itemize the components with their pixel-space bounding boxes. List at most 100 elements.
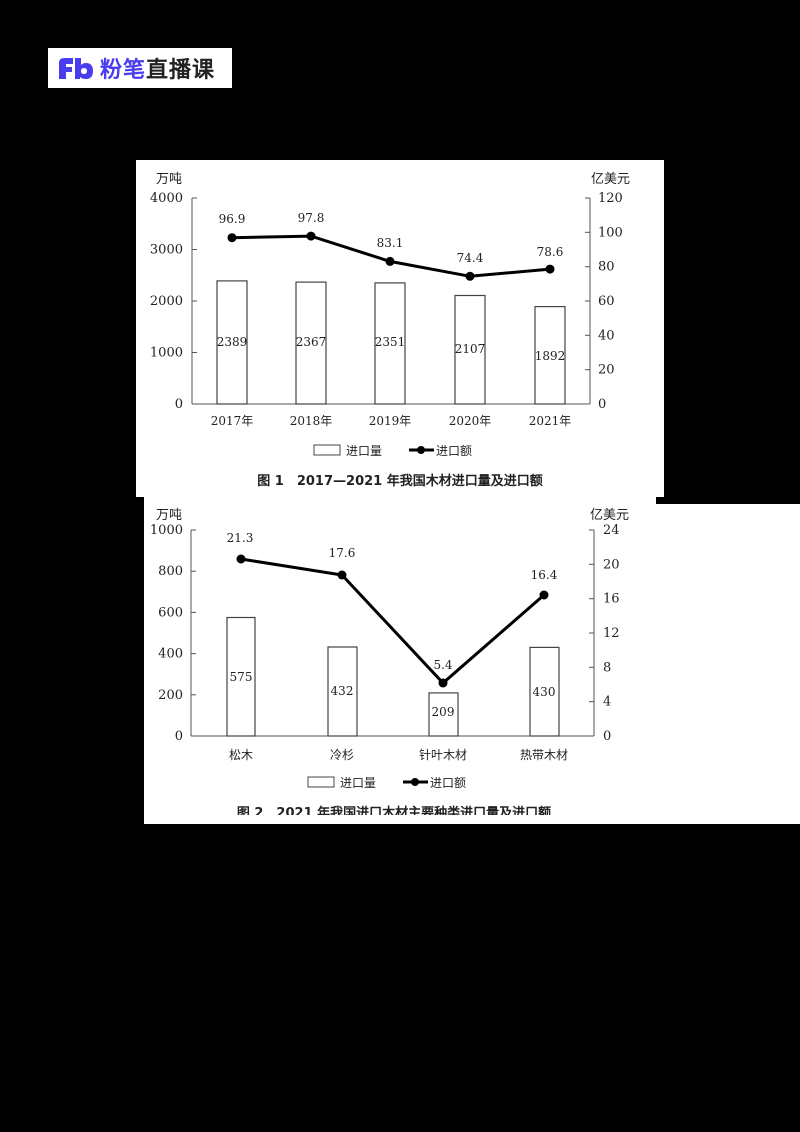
chart-2: 万吨 亿美元 0 200 400 600 800 1000 0 4 8 12 — [150, 508, 629, 815]
bar-tropical — [529, 646, 560, 737]
bar-2020 — [454, 294, 486, 405]
right-unit: 亿美元 — [590, 508, 629, 523]
svg-text:575: 575 — [230, 670, 253, 684]
chart-1-panel: 万吨 亿美元 0 1000 2000 3000 4000 0 20 40 60 … — [136, 160, 664, 497]
svg-text:2389: 2389 — [217, 335, 248, 349]
left-ticks: 0 200 400 600 800 1000 — [150, 523, 183, 744]
svg-text:16: 16 — [603, 592, 620, 607]
logo-brand: 粉笔 — [100, 58, 147, 83]
chart-1: 万吨 亿美元 0 1000 2000 3000 4000 0 20 40 60 … — [150, 172, 630, 489]
svg-text:600: 600 — [158, 605, 183, 620]
bar-labels: 575 432 209 430 — [230, 670, 556, 719]
bar-2019 — [374, 282, 406, 405]
svg-text:2020年: 2020年 — [449, 414, 492, 428]
svg-text:2367: 2367 — [296, 335, 327, 349]
svg-text:24: 24 — [603, 523, 620, 538]
svg-text:40: 40 — [598, 328, 615, 343]
svg-text:0: 0 — [175, 729, 183, 744]
svg-text:120: 120 — [598, 191, 623, 206]
svg-text:5.4: 5.4 — [433, 658, 452, 672]
svg-text:78.6: 78.6 — [537, 245, 564, 259]
line-labels: 96.9 97.8 83.1 74.4 78.6 — [219, 211, 564, 265]
svg-text:96.9: 96.9 — [219, 212, 246, 226]
chart-2-caption: 图 2 2021 年我国进口木材主要种类进口量及进口额 — [237, 805, 551, 815]
svg-text:60: 60 — [598, 294, 615, 309]
axes — [190, 529, 595, 737]
x-categories: 2017年 2018年 2019年 2020年 2021年 — [211, 414, 572, 428]
svg-text:热带木材: 热带木材 — [520, 748, 568, 762]
svg-text:0: 0 — [598, 397, 606, 412]
right-ticks: 0 20 40 60 80 100 120 — [598, 191, 623, 412]
bar-2021 — [534, 306, 566, 405]
svg-text:2019年: 2019年 — [369, 414, 412, 428]
svg-text:17.6: 17.6 — [329, 546, 356, 560]
import-value-line — [240, 557, 545, 686]
bars — [216, 280, 566, 405]
svg-text:430: 430 — [533, 685, 556, 699]
svg-text:进口额: 进口额 — [436, 444, 472, 458]
svg-text:0: 0 — [175, 397, 183, 412]
svg-text:针叶木材: 针叶木材 — [419, 747, 467, 762]
left-unit: 万吨 — [156, 508, 182, 523]
chart-1-caption: 图 1 2017—2021 年我国木材进口量及进口额 — [257, 473, 542, 489]
svg-text:1000: 1000 — [150, 346, 183, 361]
svg-text:800: 800 — [158, 564, 183, 579]
chart-2-panel: 万吨 亿美元 0 200 400 600 800 1000 0 4 8 12 — [144, 504, 800, 824]
svg-text:3000: 3000 — [150, 243, 183, 258]
logo-subtitle: 直播课 — [146, 58, 216, 83]
left-unit: 万吨 — [156, 172, 182, 187]
right-ticks: 0 4 8 12 16 20 24 — [603, 523, 620, 744]
svg-text:80: 80 — [598, 260, 615, 275]
line-labels: 21.3 17.6 5.4 16.4 — [227, 531, 558, 672]
svg-text:74.4: 74.4 — [457, 251, 484, 265]
legend-bar-swatch — [313, 444, 341, 456]
svg-text:1000: 1000 — [150, 523, 183, 538]
svg-text:2107: 2107 — [455, 342, 486, 356]
svg-text:100: 100 — [598, 225, 623, 240]
svg-text:12: 12 — [603, 626, 620, 641]
svg-text:4: 4 — [603, 695, 611, 710]
svg-text:16.4: 16.4 — [531, 568, 558, 582]
svg-text:400: 400 — [158, 647, 183, 662]
svg-text:8: 8 — [603, 660, 611, 675]
svg-text:209: 209 — [432, 705, 455, 719]
right-unit: 亿美元 — [591, 172, 630, 187]
fb-logo-icon — [59, 58, 93, 79]
svg-text:2021年: 2021年 — [529, 414, 572, 428]
legend-line-marker — [417, 446, 425, 454]
chart-2-panel-top — [144, 495, 656, 505]
legend: 进口量 进口额 — [313, 444, 472, 458]
svg-text:0: 0 — [603, 729, 611, 744]
svg-text:2000: 2000 — [150, 294, 183, 309]
svg-text:进口量: 进口量 — [340, 776, 376, 790]
bar-2018 — [295, 281, 327, 405]
svg-text:200: 200 — [158, 688, 183, 703]
svg-text:2018年: 2018年 — [290, 414, 333, 428]
svg-text:20: 20 — [603, 557, 620, 572]
legend-line-marker — [411, 778, 419, 786]
line-markers — [236, 554, 549, 688]
svg-text:进口额: 进口额 — [430, 776, 466, 790]
svg-text:97.8: 97.8 — [298, 211, 325, 225]
svg-text:松木: 松木 — [229, 748, 253, 762]
svg-text:432: 432 — [331, 684, 354, 698]
legend: 进口量 进口额 — [307, 776, 466, 790]
left-ticks: 0 1000 2000 3000 4000 — [150, 191, 183, 412]
bar-fir — [327, 646, 358, 737]
logo: 粉笔 直播课 — [48, 48, 232, 88]
svg-text:进口量: 进口量 — [346, 444, 382, 458]
svg-text:2351: 2351 — [375, 335, 406, 349]
bars — [226, 616, 560, 737]
legend-bar-swatch — [307, 776, 335, 788]
x-categories: 松木 冷杉 针叶木材 热带木材 — [229, 747, 568, 762]
line-markers — [227, 231, 555, 281]
svg-text:83.1: 83.1 — [377, 236, 404, 250]
svg-text:21.3: 21.3 — [227, 531, 254, 545]
svg-text:冷杉: 冷杉 — [330, 748, 354, 762]
svg-text:20: 20 — [598, 363, 615, 378]
bar-conifer — [428, 692, 459, 737]
svg-text:1892: 1892 — [535, 349, 566, 363]
bar-labels: 2389 2367 2351 2107 1892 — [217, 335, 566, 363]
bar-2017 — [216, 280, 248, 405]
svg-text:2017年: 2017年 — [211, 414, 254, 428]
